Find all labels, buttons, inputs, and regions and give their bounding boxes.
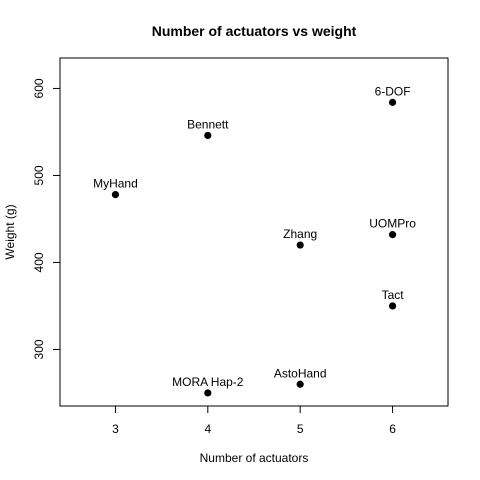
data-point <box>388 302 397 310</box>
y-tick-label: 300 <box>32 339 46 359</box>
point-label: AstoHand <box>274 366 327 380</box>
x-tick-label: 3 <box>112 422 119 436</box>
point-label: UOMPro <box>369 217 416 231</box>
y-axis: 300 400 500 600 <box>32 78 60 359</box>
data-point <box>296 241 304 249</box>
data-point <box>296 380 304 388</box>
y-tick-label: 500 <box>32 165 46 185</box>
x-axis-label: Number of actuators <box>200 451 309 465</box>
chart-title: Number of actuators vs weight <box>152 23 357 39</box>
y-tick-label: 400 <box>32 252 46 272</box>
data-point <box>388 231 397 239</box>
point-label: 6-DOF <box>375 84 411 98</box>
point-label: Bennett <box>187 117 229 131</box>
x-tick-label: 4 <box>204 422 211 436</box>
data-point <box>388 98 397 106</box>
point-label: MyHand <box>93 177 138 191</box>
plot-frame <box>59 57 449 407</box>
point-label: MORA Hap-2 <box>172 375 244 389</box>
data-point <box>204 131 212 140</box>
point-label: Zhang <box>283 227 317 241</box>
x-tick-label: 6 <box>389 422 396 436</box>
x-tick-label: 5 <box>297 422 304 436</box>
y-axis-label: Weight (g) <box>3 204 17 259</box>
data-point <box>111 190 120 199</box>
point-label: Tact <box>382 288 405 302</box>
data-points: MyHand Bennett MORA Hap-2 Zhang AstoHand 6-DO… <box>93 84 416 397</box>
y-tick-label: 600 <box>32 78 46 98</box>
data-point <box>204 389 212 397</box>
x-axis: 3 4 5 6 <box>112 406 396 436</box>
